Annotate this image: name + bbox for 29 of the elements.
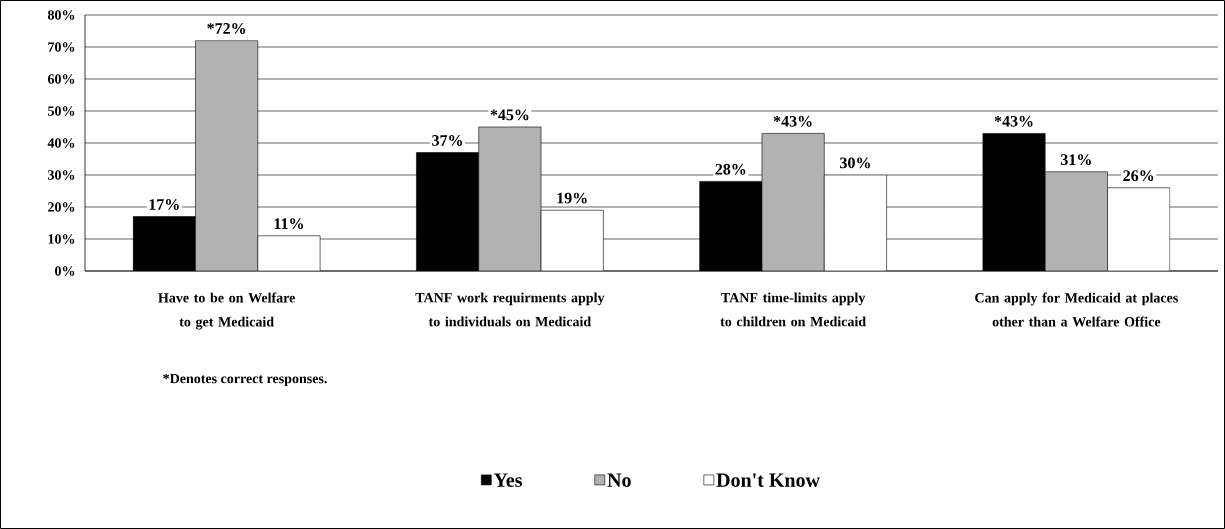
y-tick-label: 20% bbox=[48, 202, 75, 212]
x-tick-label: TANF time-limits apply to children on Medicaid bbox=[720, 292, 866, 327]
y-tick-label: 30% bbox=[48, 170, 75, 180]
legend-label: Yes bbox=[493, 473, 522, 487]
y-tick-label: 60% bbox=[47, 74, 75, 84]
data-label: 37% bbox=[432, 135, 463, 146]
data-label: 31% bbox=[1060, 154, 1091, 166]
data-label: 30% bbox=[840, 157, 870, 169]
y-tick-label: 80% bbox=[47, 10, 75, 20]
x-tick-label: Can apply for Medicaid at places other than a Welfare Office bbox=[975, 292, 1178, 327]
y-tick-label: 70% bbox=[48, 42, 75, 52]
x-tick-label: Have to be on Welfare to get Medicaid bbox=[158, 292, 295, 330]
y-tick-label: 10% bbox=[48, 234, 75, 244]
legend-label: No bbox=[607, 473, 631, 487]
data-label: *72% bbox=[207, 23, 246, 34]
x-tick-label: TANF work requirments apply to individuals on Medicaid bbox=[415, 292, 605, 327]
data-label: *43% bbox=[994, 115, 1033, 127]
y-tick-label: 0% bbox=[55, 266, 75, 276]
y-tick-label: 40% bbox=[47, 138, 75, 148]
data-label: *43% bbox=[773, 115, 812, 127]
data-label: 28% bbox=[715, 163, 746, 175]
data-label: *45% bbox=[490, 109, 529, 121]
data-label: 26% bbox=[1123, 170, 1154, 182]
data-label: 11% bbox=[274, 218, 303, 230]
data-label: 19% bbox=[557, 192, 587, 204]
legend-label: Don't Know bbox=[716, 473, 820, 487]
data-label: 17% bbox=[149, 199, 179, 210]
y-tick-label: 50% bbox=[48, 106, 75, 116]
text: *Denotes correct responses. bbox=[163, 373, 327, 387]
